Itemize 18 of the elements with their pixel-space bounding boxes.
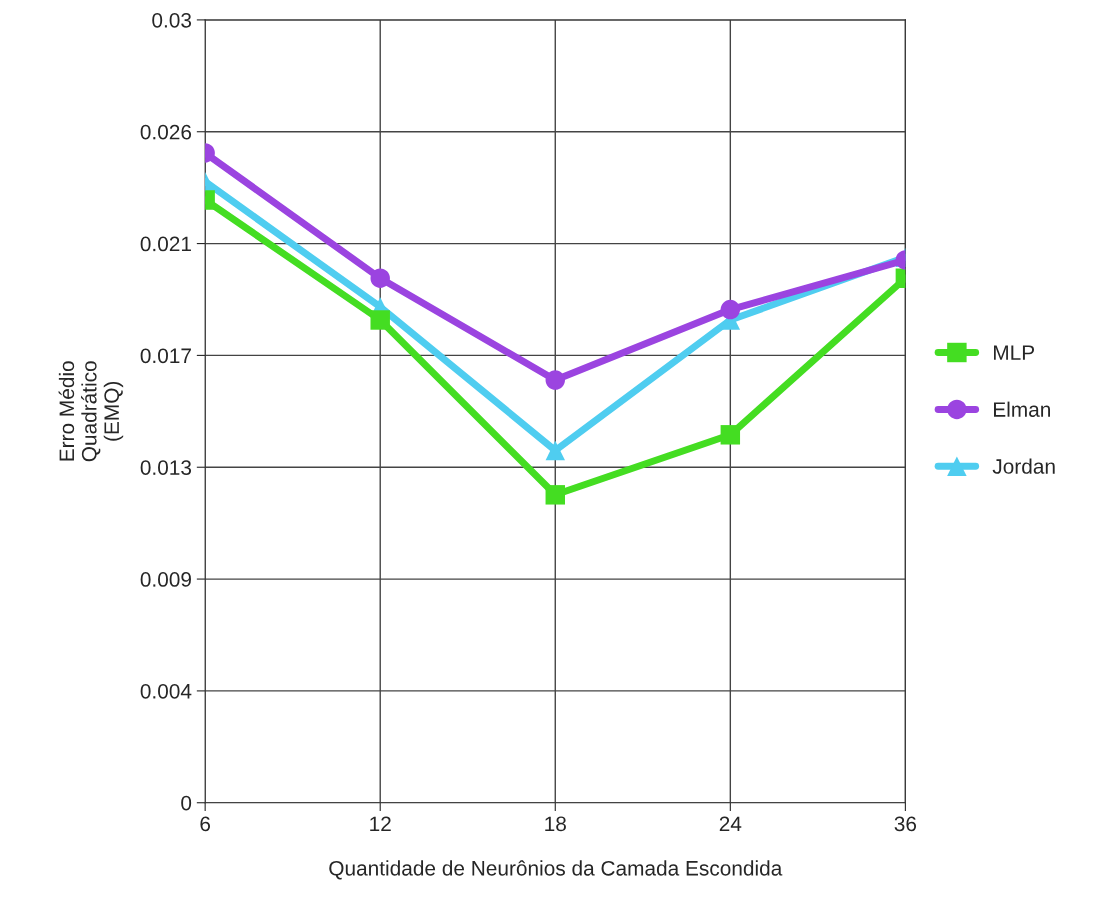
- y-tick-label: 0.017: [140, 348, 191, 364]
- x-tick-label: 12: [370, 816, 391, 832]
- x-tick-label: 24: [719, 816, 742, 832]
- x-tick-label: 18: [545, 816, 566, 832]
- y-tick-label: 0.004: [140, 683, 192, 699]
- x-axis-title: Quantidade de Neurônios da Camada Escondida: [329, 860, 783, 880]
- y-tick-label: 0.009: [140, 572, 191, 587]
- y-tick-label: 0.013: [140, 460, 192, 475]
- legend-label: MLP: [994, 345, 1035, 360]
- y-tick-label: 0.021: [140, 236, 191, 252]
- y-axis-title: Erro Médio Quadrático (EMQ): [58, 361, 124, 462]
- x-tick-label: 36: [894, 816, 917, 832]
- legend-label: Jordan: [992, 458, 1055, 474]
- y-tick-label: 0.03: [152, 12, 192, 28]
- y-tick-label: 0.026: [140, 124, 192, 140]
- legend-label: Elman: [994, 401, 1050, 417]
- x-tick-label: 6: [200, 816, 211, 832]
- y-tick-label: 0: [181, 795, 192, 811]
